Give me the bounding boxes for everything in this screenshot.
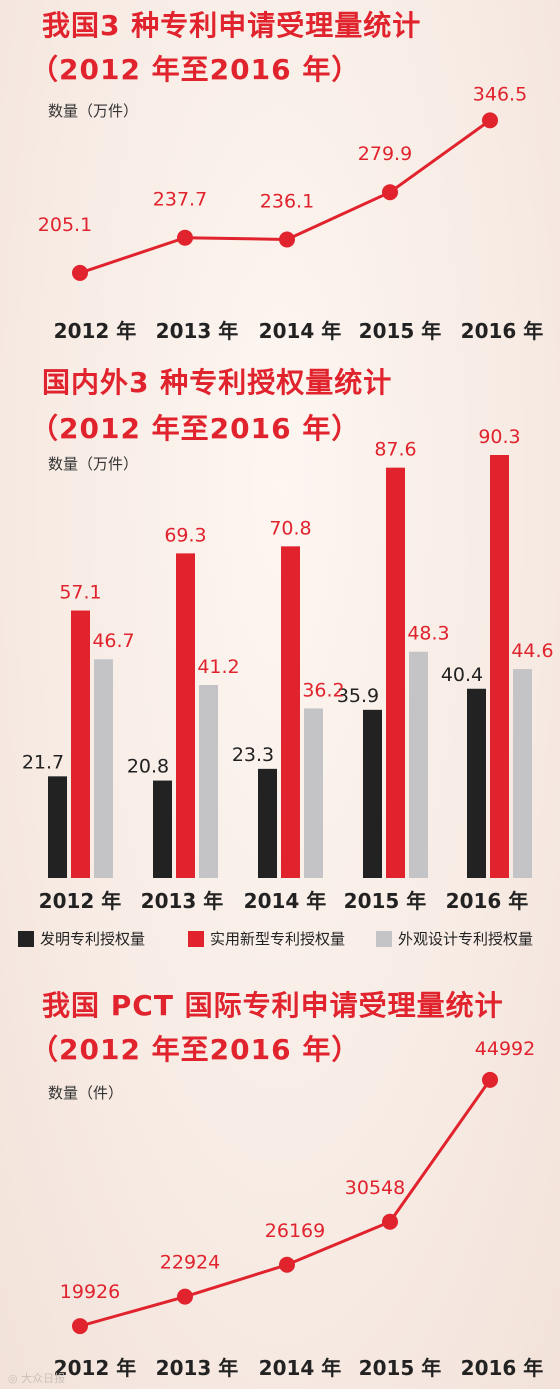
chart3-data-label-3: 30548 [345,1177,405,1199]
chart1-title: 我国3 种专利申请受理量统计 [42,9,422,42]
chart2-bar-s2-4 [513,669,532,878]
chart2-data-label-s1-0: 57.1 [59,582,101,604]
chart2-bar-s0-4 [467,688,486,878]
chart2-data-label-s1-4: 90.3 [478,426,520,448]
chart3-series-line [79,1079,492,1328]
chart2-data-label-s1-1: 69.3 [164,524,206,546]
chart3-subtitle: （2012 年至2016 年） [30,1033,361,1066]
chart1-plot: 205.1 237.7 236.1 279.9 346.5 2012 年 2013 年 201… [38,83,544,343]
chart2-bar-s0-2 [258,768,277,878]
legend-swatch-red [188,930,204,947]
legend-label-design: 外观设计专利授权量 [398,930,534,948]
chart2-data-label-s0-4: 40.4 [441,664,483,686]
chart3-title: 我国 PCT 国际专利申请受理量统计 [42,989,504,1022]
chart3-x-tick-0: 2012 年 [54,1356,137,1380]
chart-grant-volume: 国内外3 种专利授权量统计 （2012 年至2016 年） 数量（万件） [0,355,560,955]
chart2-x-tick-4: 2016 年 [446,889,529,913]
chart2-plot: 21.7 20.8 23.3 35.9 40.4 57.1 69.3 70.8 87.6 90.3… [22,426,554,913]
chart3-data-label-1: 22924 [160,1252,220,1274]
chart1-data-label-4: 346.5 [473,83,527,105]
chart1-point-1 [177,229,193,246]
chart2-subtitle: （2012 年至2016 年） [30,412,361,445]
legend-item-invention: 发明专利授权量 [18,928,145,949]
chart1-data-label-3: 279.9 [358,143,412,165]
chart2-data-label-s2-0: 46.7 [92,630,134,652]
chart3-x-tick-2: 2014 年 [259,1356,342,1380]
chart2-title: 国内外3 种专利授权量统计 [42,366,393,399]
chart2-bar-s1-0 [71,610,90,878]
chart2-bar-s0-3 [363,709,382,878]
chart2-data-label-s0-0: 21.7 [22,751,64,773]
chart1-subtitle: （2012 年至2016 年） [30,53,361,86]
chart2-x-tick-0: 2012 年 [39,889,122,913]
chart2-bar-s0-1 [153,780,172,878]
chart2-bar-s1-4 [490,455,509,878]
chart2-data-label-s2-3: 48.3 [407,623,449,645]
chart1-point-4 [482,112,498,129]
chart2-bar-s2-3 [409,651,428,878]
chart2-data-label-s0-3: 35.9 [337,685,379,707]
chart2-data-label-s2-2: 36.2 [302,679,344,701]
watermark-logo: ◎ 大众日报 [8,1372,66,1385]
legend-item-utility: 实用新型专利授权量 [188,928,345,949]
chart3-point-3 [382,1213,398,1230]
chart2-data-label-s2-4: 44.6 [511,640,553,662]
chart2-bar-s0-0 [48,776,67,878]
chart1-point-2 [279,231,295,248]
chart1-data-label-1: 237.7 [153,189,207,211]
chart2-data-label-s0-2: 23.3 [232,744,274,766]
chart1-x-tick-3: 2015 年 [359,319,442,343]
chart2-data-label-s1-2: 70.8 [269,517,311,539]
chart3-x-tick-1: 2013 年 [156,1356,239,1380]
chart2-bar-s2-0 [94,659,113,878]
chart1-x-tick-0: 2012 年 [54,319,137,343]
chart2-legend: 发明专利授权量 实用新型专利授权量 外观设计专利授权量 [18,928,558,950]
chart2-bar-s1-1 [176,553,195,878]
chart3-data-label-4: 44992 [475,1038,535,1060]
legend-label-utility: 实用新型专利授权量 [210,930,346,948]
chart2-data-label-s1-3: 87.6 [374,439,416,461]
chart1-ylabel: 数量（万件） [48,102,139,120]
chart2-x-tick-2: 2014 年 [244,889,327,913]
chart-application-volume: 我国3 种专利申请受理量统计 （2012 年至2016 年） 数量（万件） [0,0,560,350]
chart2-data-label-s0-1: 20.8 [127,756,169,778]
chart2-bar-s2-1 [199,685,218,878]
chart2-bar-s2-2 [304,708,323,878]
legend-label-invention: 发明专利授权量 [40,930,146,948]
chart3-data-label-2: 26169 [265,1220,325,1242]
chart3-ylabel: 数量（件） [48,1084,124,1102]
legend-swatch-gray [376,930,392,947]
chart1-x-tick-4: 2016 年 [461,319,544,343]
chart2-ylabel: 数量（万件） [48,455,139,473]
legend-item-design: 外观设计专利授权量 [376,928,533,949]
chart3-data-label-0: 19926 [60,1281,120,1303]
chart2-x-tick-3: 2015 年 [344,889,427,913]
chart1-x-tick-2: 2014 年 [259,319,342,343]
chart3-point-1 [177,1288,193,1305]
chart3-x-tick-3: 2015 年 [359,1356,442,1380]
chart3-point-4 [482,1071,498,1088]
chart1-point-0 [72,264,88,281]
chart2-data-label-s2-1: 41.2 [197,656,239,678]
chart1-data-label-2: 236.1 [260,190,314,212]
chart-pct-volume: 我国 PCT 国际专利申请受理量统计 （2012 年至2016 年） 数量（件） [0,980,560,1380]
chart1-point-3 [382,184,398,201]
chart2-bar-s1-2 [281,546,300,878]
chart1-data-label-0: 205.1 [38,214,92,236]
chart3-x-tick-4: 2016 年 [461,1356,544,1380]
legend-swatch-black [18,930,34,947]
chart2-bar-s1-3 [386,467,405,878]
chart3-point-0 [72,1318,88,1335]
chart3-point-2 [279,1256,295,1273]
chart1-x-tick-1: 2013 年 [156,319,239,343]
chart2-x-tick-1: 2013 年 [141,889,224,913]
